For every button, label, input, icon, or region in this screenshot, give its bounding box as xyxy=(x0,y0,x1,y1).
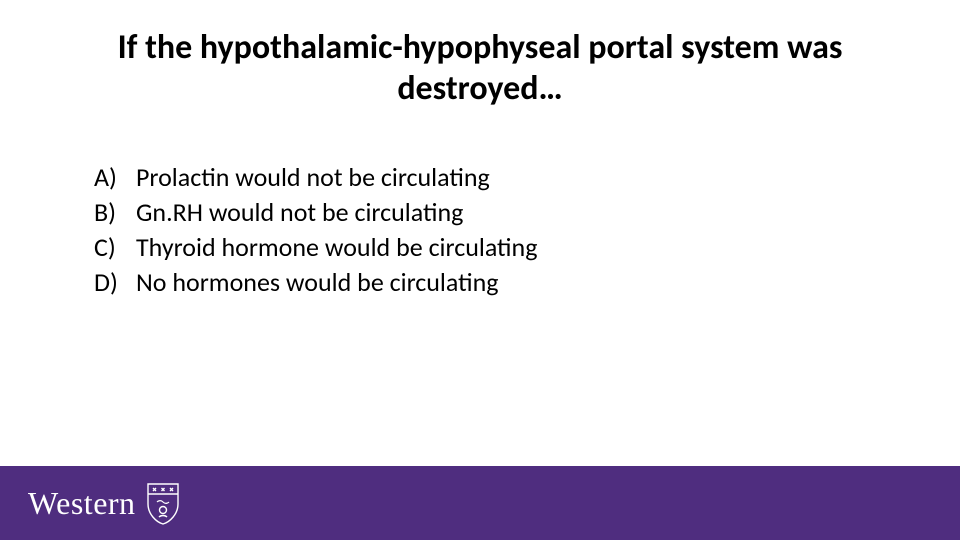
slide: If the hypothalamic-hypophyseal portal s… xyxy=(0,0,960,540)
option-c: C) Thyroid hormone would be circulating xyxy=(94,230,900,265)
option-d: D) No hormones would be circulating xyxy=(94,265,900,300)
option-a: A) Prolactin would not be circulating xyxy=(94,160,900,195)
option-letter: B) xyxy=(94,195,136,230)
option-letter: D) xyxy=(94,265,136,300)
option-text: Thyroid hormone would be circulating xyxy=(136,230,537,265)
option-text: No hormones would be circulating xyxy=(136,265,499,300)
option-letter: C) xyxy=(94,230,136,265)
western-logo: Western xyxy=(28,480,182,526)
content-area: If the hypothalamic-hypophyseal portal s… xyxy=(0,0,960,466)
logo-text: Western xyxy=(28,485,136,522)
option-text: Prolactin would not be circulating xyxy=(136,160,490,195)
option-letter: A) xyxy=(94,160,136,195)
question-title: If the hypothalamic-hypophyseal portal s… xyxy=(60,28,900,110)
crest-icon xyxy=(144,480,182,526)
option-text: Gn.RH would not be circulating xyxy=(136,195,463,230)
footer-bar: Western xyxy=(0,466,960,540)
option-b: B) Gn.RH would not be circulating xyxy=(94,195,900,230)
options-list: A) Prolactin would not be circulating B)… xyxy=(94,160,900,300)
